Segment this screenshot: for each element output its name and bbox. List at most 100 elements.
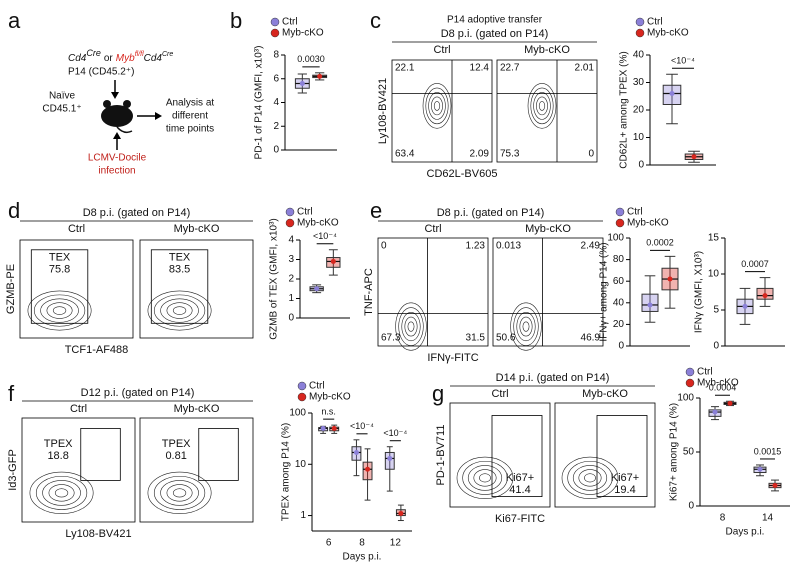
contour bbox=[425, 87, 449, 125]
plot-frame bbox=[139, 239, 254, 339]
contour bbox=[407, 321, 415, 332]
host-label: Naïve bbox=[49, 91, 76, 102]
x-axis-label: Ly108-BV421 bbox=[65, 528, 131, 540]
contour bbox=[513, 307, 539, 346]
flow-panel: D8 p.i. (gated on P14) TNF-APC IFNγ-FITC Ct… bbox=[363, 207, 604, 364]
y-tick-label: 20 bbox=[633, 105, 645, 116]
column-label: Ctrl bbox=[491, 388, 508, 400]
x-axis-label: CD62L-BV605 bbox=[427, 168, 498, 180]
y-tick-label: 30 bbox=[633, 77, 645, 88]
p-value: <10⁻⁴ bbox=[671, 56, 695, 66]
contour bbox=[433, 101, 441, 111]
median-dot bbox=[712, 409, 718, 415]
infection-label: LCMV-Docile bbox=[88, 153, 147, 164]
contour bbox=[29, 471, 94, 514]
panel-letter: a bbox=[8, 8, 21, 33]
legend-label: Myb-cKO bbox=[309, 392, 351, 403]
quadrant-value: 50.6 bbox=[496, 333, 516, 344]
p-value: 0.0004 bbox=[709, 383, 737, 393]
median-dot bbox=[320, 425, 326, 431]
plot-frame bbox=[449, 402, 551, 508]
contour bbox=[398, 307, 424, 346]
plot-frame bbox=[377, 237, 489, 347]
quadrant-value: 2.09 bbox=[470, 149, 490, 160]
median-dot bbox=[330, 258, 336, 264]
contour bbox=[40, 298, 79, 323]
contour bbox=[431, 96, 443, 116]
y-axis-label: IFNγ+ among P14 (%) bbox=[599, 242, 610, 341]
x-tick-label: 12 bbox=[390, 538, 402, 549]
quadrant-value: 0 bbox=[381, 241, 387, 252]
gate-label: Ki67+ bbox=[611, 472, 639, 484]
median-dot bbox=[757, 466, 763, 472]
legend-marker bbox=[635, 28, 645, 38]
y-tick-label: 3 bbox=[288, 254, 294, 265]
contour bbox=[561, 456, 619, 499]
p-value: <10⁻⁴ bbox=[383, 428, 407, 438]
y-tick-label: 0 bbox=[638, 160, 644, 171]
p-value: 0.0015 bbox=[754, 446, 782, 456]
gate bbox=[198, 427, 239, 481]
plot-frame bbox=[139, 417, 254, 523]
y-axis-label: PD-1 of P14 (GMFI, x10³) bbox=[254, 46, 265, 160]
y-axis-label: GZMB-PE bbox=[5, 264, 17, 314]
gate-value: 0.81 bbox=[165, 450, 186, 462]
legend-label: Ctrl bbox=[627, 207, 643, 218]
y-tick-label: 15 bbox=[708, 233, 720, 244]
contour bbox=[52, 306, 67, 315]
panel-letter: b bbox=[230, 8, 242, 33]
gene-super: Cre bbox=[162, 51, 173, 58]
quadrant-value: 0.013 bbox=[496, 241, 521, 252]
flow-panel: P14 adoptive transfer D8 p.i. (gated on P… bbox=[377, 15, 598, 180]
contour bbox=[516, 312, 536, 342]
contour bbox=[35, 475, 88, 510]
panel-letter: e bbox=[370, 198, 382, 223]
legend-marker bbox=[685, 378, 695, 388]
gate-label: TPEX bbox=[162, 438, 191, 450]
y-tick-label: 4 bbox=[288, 235, 294, 246]
contour bbox=[467, 465, 503, 491]
contour bbox=[153, 475, 206, 510]
quadrant-value: 67.3 bbox=[381, 333, 401, 344]
y-axis-label: Ly108-BV421 bbox=[377, 78, 389, 144]
median-dot bbox=[667, 276, 673, 282]
quadrant-value: 2.49 bbox=[581, 241, 601, 252]
gate-label: TPEX bbox=[44, 438, 73, 450]
y-tick-label: 40 bbox=[633, 50, 645, 61]
y-tick-label: 4 bbox=[273, 97, 279, 108]
p-value: 0.0030 bbox=[297, 54, 325, 64]
column-label: Myb-cKO bbox=[174, 223, 220, 235]
schematic: Cd4Cre or Mybfl/flCd4Cre P14 (CD45.2⁺) Naï… bbox=[42, 48, 214, 176]
gate bbox=[150, 249, 209, 324]
legend-label: Ctrl bbox=[282, 17, 298, 28]
y-axis-label: IFNγ (GMFI, X10³) bbox=[694, 251, 705, 333]
legend-label: Ctrl bbox=[309, 381, 325, 392]
p-value: n.s. bbox=[321, 407, 336, 417]
median-dot bbox=[353, 449, 359, 455]
p-value: 0.0007 bbox=[741, 259, 769, 269]
x-tick-label: 8 bbox=[720, 513, 726, 524]
flow-panel: D8 p.i. (gated on P14) GZMB-PE TCF1-AF488 C… bbox=[5, 207, 254, 356]
y-tick-label: 40 bbox=[613, 297, 625, 308]
box-chart: 1 10 100 TPEX among P14 (%) Days p.i. CtrlMyb… bbox=[281, 381, 412, 563]
y-tick-label: 60 bbox=[613, 276, 625, 287]
p-value: 0.0002 bbox=[646, 238, 674, 248]
contour bbox=[473, 469, 497, 487]
contour bbox=[536, 96, 548, 116]
legend-marker bbox=[685, 367, 695, 377]
contour bbox=[54, 488, 69, 498]
y-axis-label: Ki67+ among P14 (%) bbox=[669, 403, 680, 501]
contour bbox=[533, 92, 551, 120]
column-label: Myb-cKO bbox=[174, 403, 220, 415]
contour bbox=[479, 473, 491, 483]
x-axis-label: Ki67-FITC bbox=[495, 513, 545, 525]
plot-frame bbox=[391, 59, 493, 163]
y-tick-label: 8 bbox=[273, 50, 279, 61]
contour bbox=[153, 294, 206, 327]
legend-marker bbox=[615, 207, 625, 217]
gene: Cd4 bbox=[144, 53, 163, 64]
p-value: <10⁻⁴ bbox=[350, 421, 374, 431]
median-dot bbox=[365, 466, 371, 472]
flow-subtitle: D14 p.i. (gated on P14) bbox=[496, 372, 610, 384]
